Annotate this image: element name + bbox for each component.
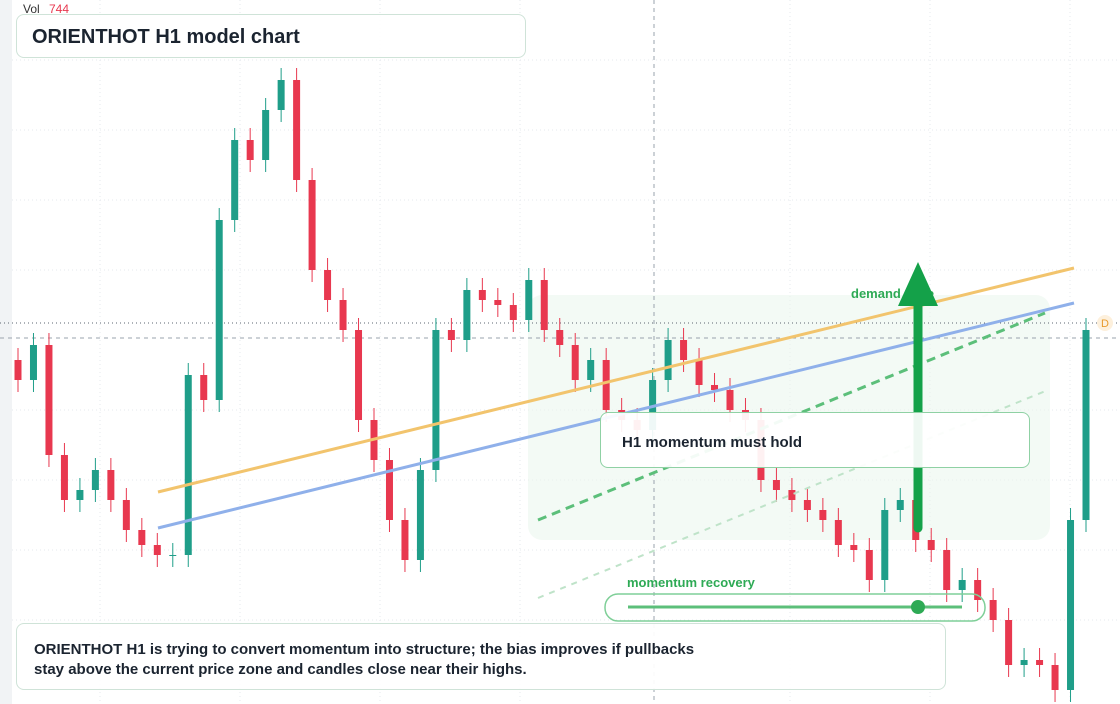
candle-body [602, 360, 610, 410]
candle-body [556, 330, 564, 345]
candle-body [416, 470, 424, 560]
note-panel: ORIENTHOT H1 is trying to convert moment… [16, 623, 946, 690]
candle-body [896, 500, 904, 510]
candle-body [803, 500, 811, 510]
candle-body [200, 375, 208, 400]
hold-label: H1 momentum must hold [622, 434, 803, 451]
candle-body [339, 300, 347, 330]
candle-body [726, 390, 734, 410]
candle-body [819, 510, 827, 520]
candle-body [91, 470, 99, 490]
candle-body [494, 300, 502, 305]
candle-body [14, 360, 22, 380]
candle-body [76, 490, 84, 500]
candle-body [525, 280, 533, 320]
candle-body [989, 600, 997, 620]
candle-body [1005, 620, 1013, 665]
candle-body [865, 550, 873, 580]
note-line: stay above the current price zone and ca… [34, 661, 527, 678]
candle-body [958, 580, 966, 590]
vol-label: Vol [23, 2, 40, 16]
candle-body [231, 140, 239, 220]
candle-body [1020, 660, 1028, 665]
candle-body [772, 480, 780, 490]
candle-body [1051, 665, 1059, 690]
candle-body [664, 340, 672, 380]
candle-body [850, 545, 858, 550]
candle-body [788, 490, 796, 500]
candle-body [107, 470, 115, 500]
candle-body [401, 520, 409, 560]
title: ORIENTHOT H1 model chart [32, 26, 300, 48]
candle-body [277, 80, 285, 110]
candle-body [927, 540, 935, 550]
candle-body [974, 580, 982, 600]
hold-panel: H1 momentum must hold [600, 412, 1030, 468]
candle-body [1036, 660, 1044, 665]
candle-body [680, 340, 688, 360]
candle-body [138, 530, 146, 545]
candle-body [571, 345, 579, 380]
candle-body [1067, 520, 1075, 690]
candle-body [215, 220, 223, 400]
candle-body [587, 360, 595, 380]
recovery-pill [604, 593, 986, 622]
candle-body [943, 550, 951, 590]
candle-body [478, 290, 486, 300]
candle-body [834, 520, 842, 545]
arrow-head [898, 262, 938, 306]
candle-body [540, 280, 548, 330]
candle-body [308, 180, 316, 270]
candle-body [60, 455, 68, 500]
candle-body [246, 140, 254, 160]
momentum-recovery-label: momentum recovery [627, 575, 756, 590]
candle-body [324, 270, 332, 300]
candle-body [29, 345, 37, 380]
candle-body [355, 330, 363, 420]
candle-body [184, 375, 192, 555]
vol-value: 744 [49, 2, 69, 16]
left-strip [0, 0, 12, 704]
candle-body [45, 345, 53, 455]
candle-body [881, 510, 889, 580]
candles [14, 68, 1090, 702]
candle-body [1082, 330, 1090, 520]
note-text: ORIENTHOT H1 is trying to convert moment… [34, 640, 694, 680]
candle-body [711, 385, 719, 390]
candle-body [447, 330, 455, 340]
marker-badge [1097, 315, 1113, 331]
candle-body [262, 110, 270, 160]
candle-body [695, 360, 703, 385]
candle-body [153, 545, 161, 555]
title-panel: ORIENTHOT H1 model chart [16, 14, 526, 58]
candle-body [122, 500, 130, 530]
recovery-dot [911, 600, 925, 614]
note-line: ORIENTHOT H1 is trying to convert moment… [34, 641, 695, 658]
candle-body [293, 80, 301, 180]
candle-body [509, 305, 517, 320]
marker-label: D [1101, 318, 1109, 330]
candle-body [385, 460, 393, 520]
candle-body [432, 330, 440, 470]
candle-body [463, 290, 471, 340]
candle-body [169, 555, 177, 556]
